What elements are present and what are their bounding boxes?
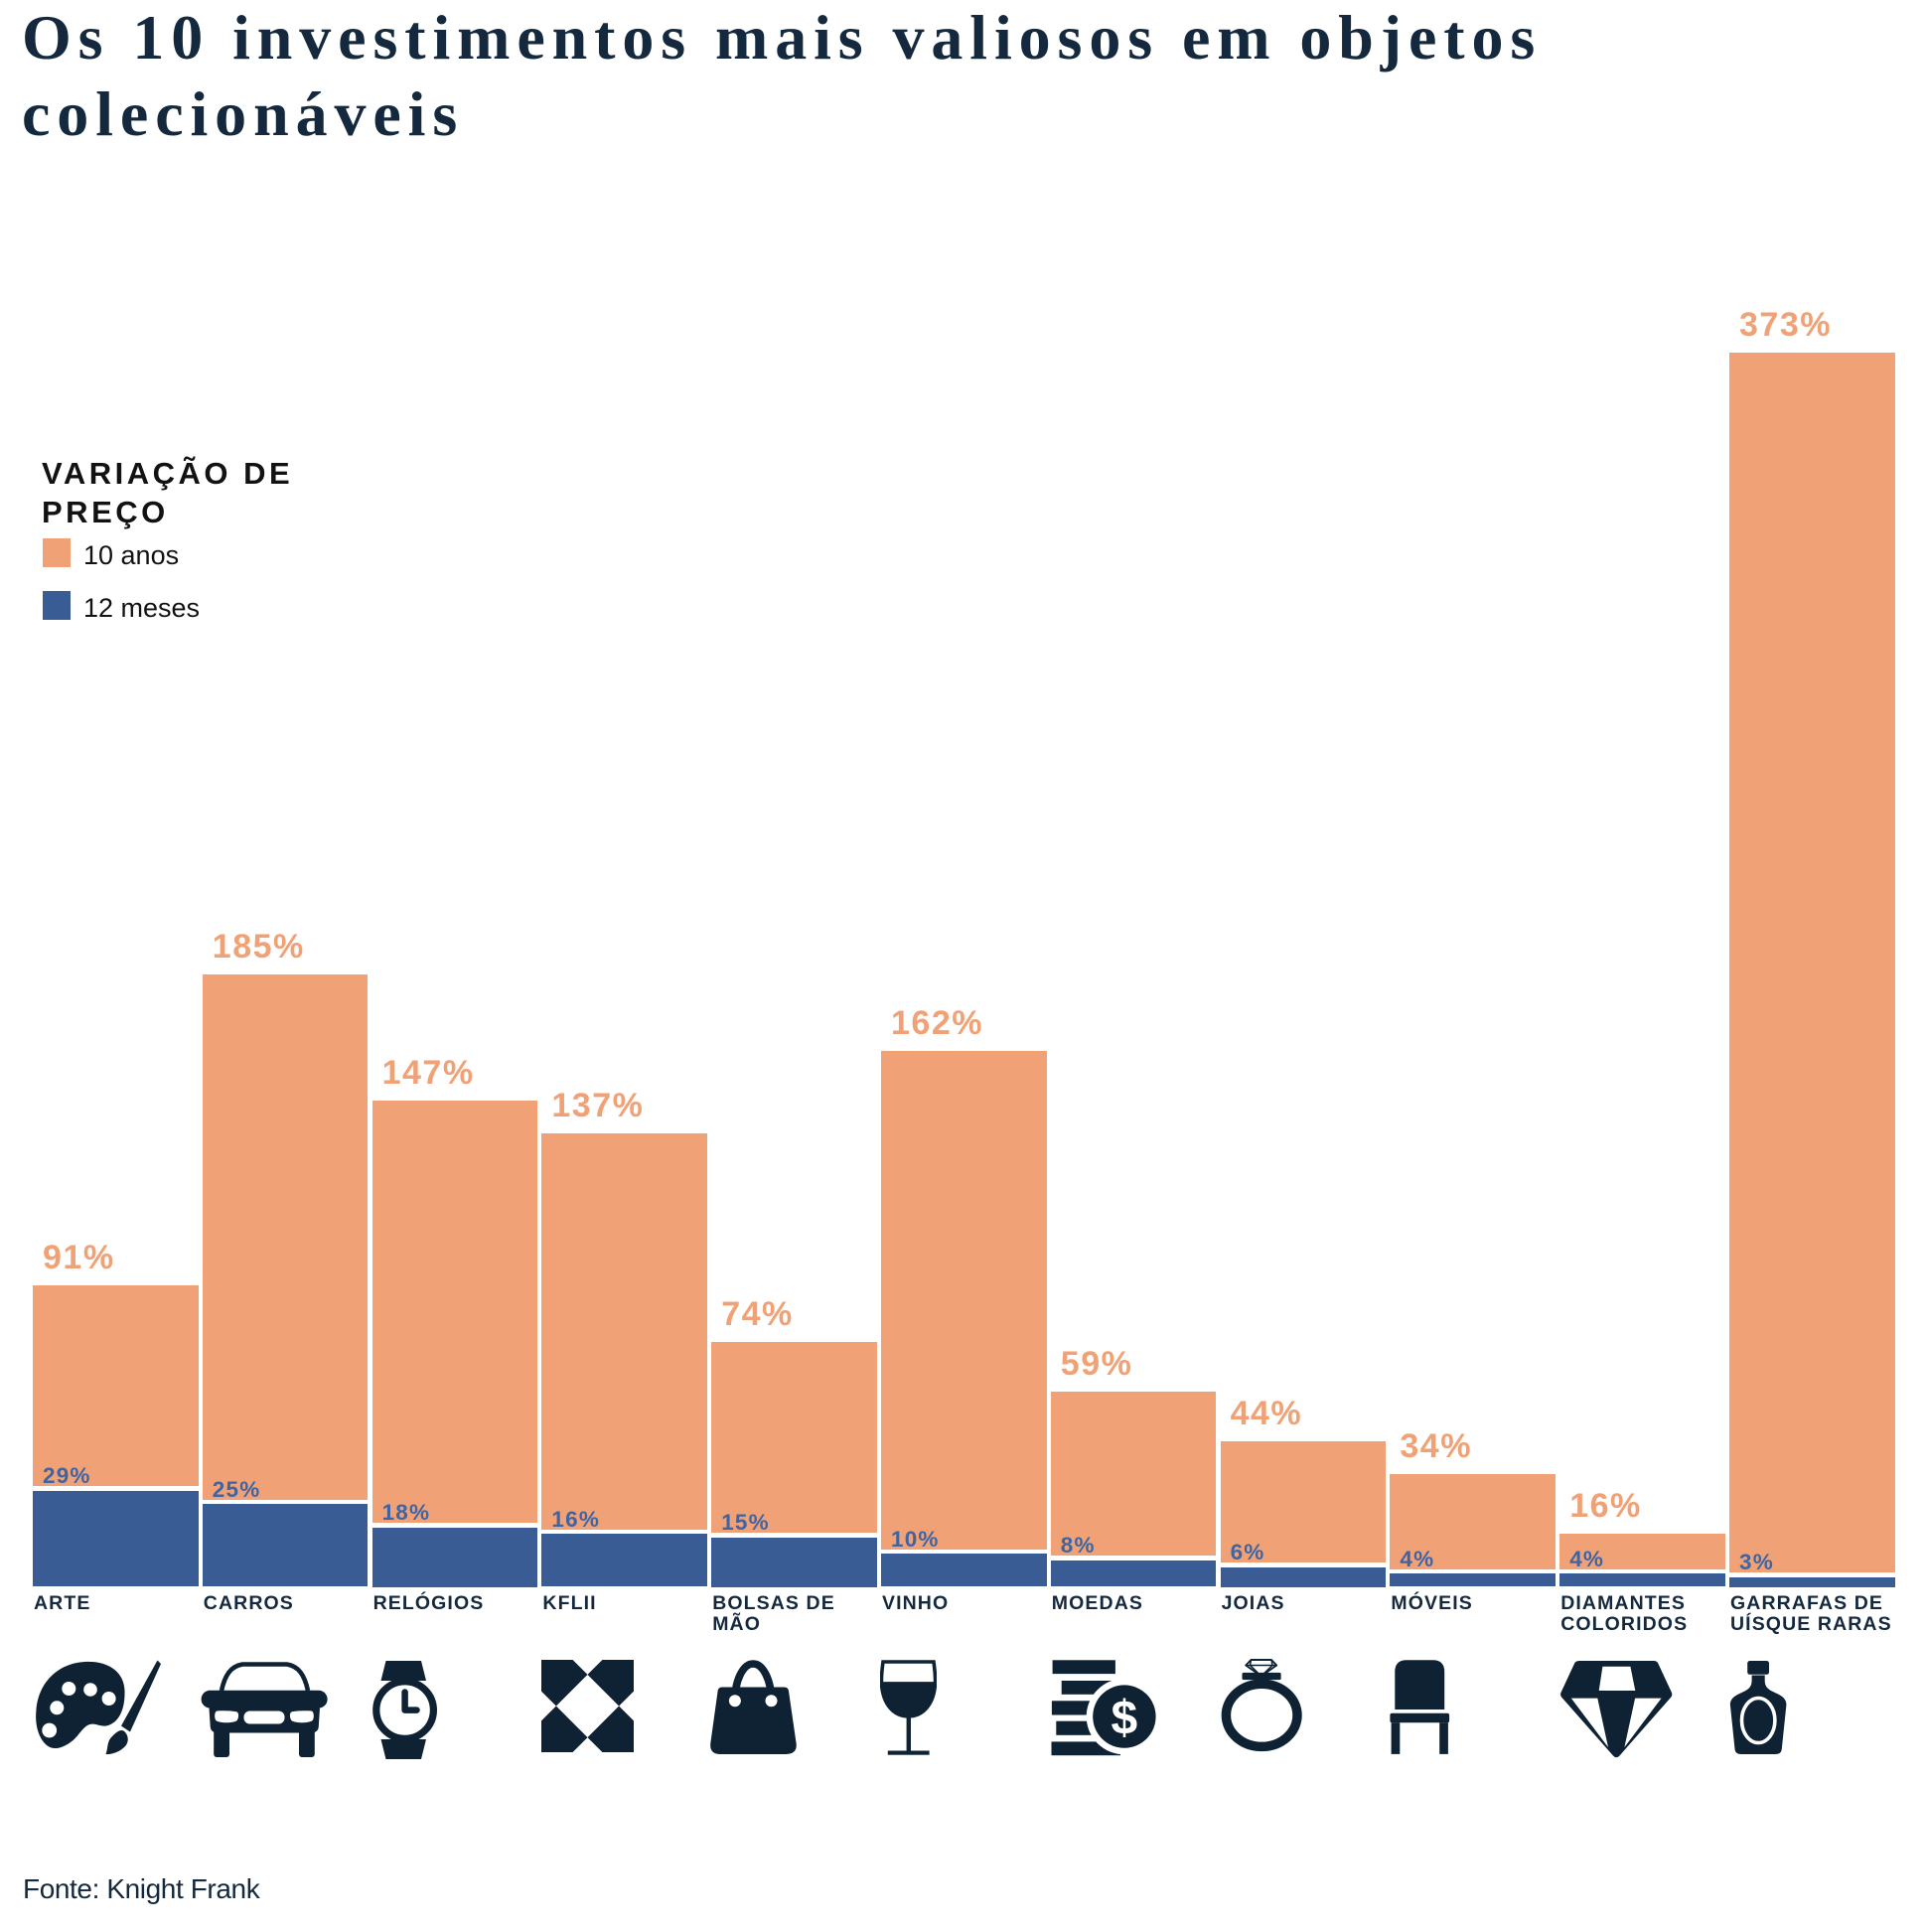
svg-text:$: $ [1112, 1693, 1138, 1745]
